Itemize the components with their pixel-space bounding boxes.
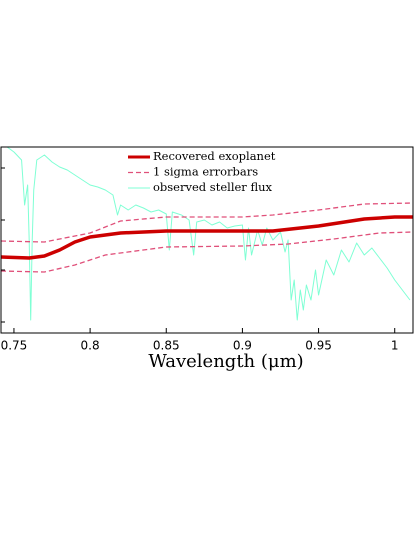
legend-label: observed steller flux <box>153 180 273 194</box>
legend: Recovered exoplanet 1 sigma errorbarsobse… <box>128 149 276 194</box>
axes-frame <box>0 146 414 334</box>
x-axis-label: Wavelength (μm) <box>148 351 303 372</box>
x-tick-label: 0.75 <box>1 339 28 353</box>
legend-label: Recovered exoplanet <box>153 149 276 163</box>
series-line <box>1 215 413 260</box>
x-tick-label: 0.95 <box>305 339 332 353</box>
x-tick-label: 0.8 <box>81 339 100 353</box>
series-line <box>1 231 413 273</box>
x-tick-label: 0.9 <box>233 339 252 353</box>
x-tick-label: 0.85 <box>153 339 180 353</box>
legend-label: 1 sigma errorbars <box>153 165 258 179</box>
series-line <box>6 147 411 321</box>
plot-area <box>1 147 413 321</box>
x-tick-label: 1 <box>391 339 399 353</box>
series-line <box>1 202 413 243</box>
